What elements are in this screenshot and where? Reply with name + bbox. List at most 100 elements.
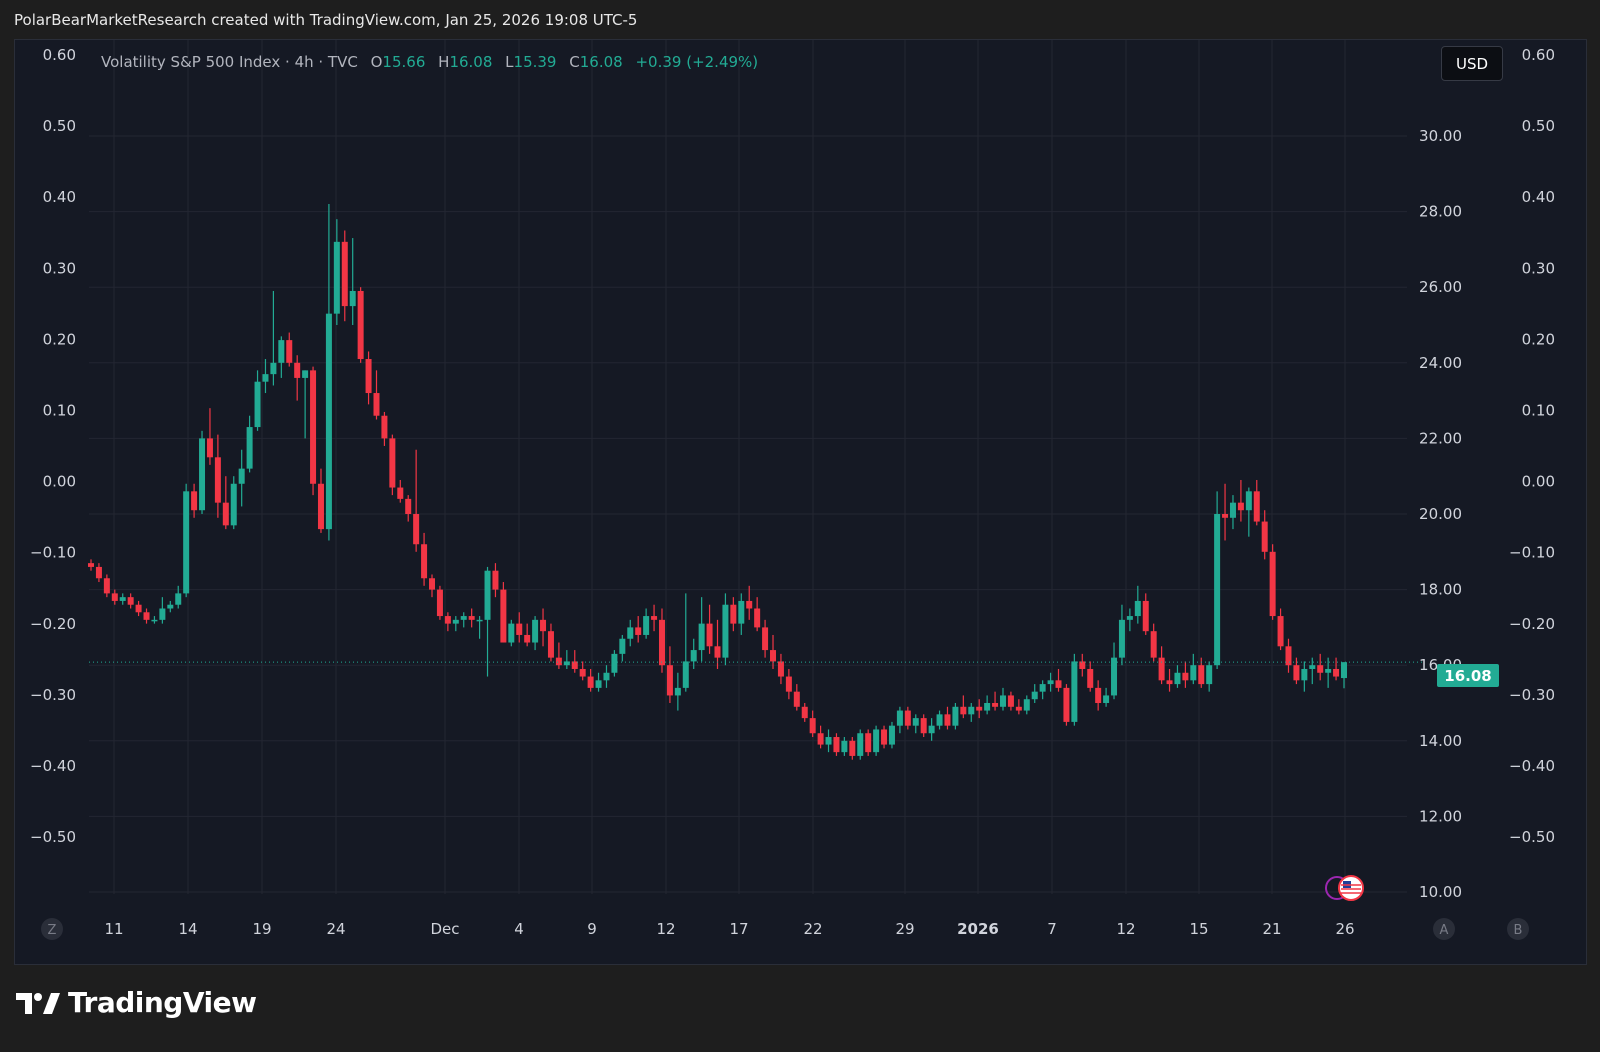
candle-body — [849, 740, 856, 756]
candle-body — [833, 737, 840, 753]
y-left-tick-label: 0.10 — [43, 402, 76, 420]
candle-body — [944, 714, 951, 726]
y-right-tick-label: 22.00 — [1419, 429, 1462, 447]
candle-body — [635, 627, 642, 635]
candle-body — [1245, 491, 1252, 511]
candle-body — [246, 427, 253, 469]
y-right-tick-label: 20.00 — [1419, 505, 1462, 523]
y-far-right-tick-label: 0.60 — [1522, 46, 1555, 64]
y-far-right-tick-label: −0.30 — [1509, 686, 1555, 704]
y-right-tick-label: 24.00 — [1419, 354, 1462, 372]
candle-body — [540, 619, 547, 632]
candle-body — [1253, 491, 1260, 522]
scale-button[interactable] — [1433, 918, 1455, 940]
x-tick-label: 2026 — [957, 920, 999, 938]
candle-body — [1222, 514, 1229, 518]
candle-body — [587, 676, 594, 688]
candle-body — [103, 578, 110, 594]
candle-body — [508, 623, 515, 643]
y-right-tick-label: 18.00 — [1419, 581, 1462, 599]
x-tick-label: 14 — [178, 920, 197, 938]
brand: TradingView — [16, 986, 257, 1019]
y-left-tick-label: 0.00 — [43, 473, 76, 491]
chart-canvas[interactable]: 30.0028.0026.0024.0022.0020.0018.0016.00… — [15, 40, 1586, 964]
candle-body — [801, 706, 808, 719]
candle-body — [1229, 502, 1236, 518]
candle-body — [333, 241, 340, 314]
candle-body — [817, 733, 824, 745]
legend-low-label: L — [505, 53, 514, 71]
candle-body — [294, 362, 301, 378]
candle-body — [95, 566, 102, 579]
y-left-tick-label: 0.30 — [43, 259, 76, 277]
y-right-tick-label: 14.00 — [1419, 732, 1462, 750]
y-left-tick-label: 0.50 — [43, 117, 76, 135]
y-far-right-tick-label: −0.10 — [1509, 544, 1555, 562]
candle-body — [754, 608, 761, 628]
candle-body — [777, 661, 784, 677]
x-tick-label: 9 — [587, 920, 597, 938]
candle-body — [1341, 662, 1347, 679]
candle-body — [1269, 551, 1276, 617]
candle-body — [1317, 665, 1324, 673]
x-tick-label: 24 — [326, 920, 345, 938]
y-left-tick-label: 0.60 — [43, 46, 76, 64]
currency-button[interactable]: USD — [1441, 46, 1503, 81]
candle-body — [785, 676, 792, 692]
candle-body — [302, 370, 309, 378]
candle-body — [135, 604, 142, 613]
x-tick-label: 29 — [895, 920, 914, 938]
scale-button-label[interactable]: Z — [48, 923, 57, 938]
candle-body — [674, 687, 681, 696]
candle-body — [1142, 600, 1149, 632]
legend-low: 15.39 — [513, 53, 557, 71]
x-tick-label: 12 — [656, 920, 675, 938]
candle-body — [999, 695, 1006, 707]
y-far-right-tick-label: 0.20 — [1522, 330, 1555, 348]
candle-body — [976, 706, 983, 711]
candle-body — [920, 718, 927, 734]
x-tick-label: 22 — [803, 920, 822, 938]
candle-body — [484, 570, 491, 620]
candle-body — [349, 290, 356, 307]
candle-body — [373, 393, 380, 416]
candle-body — [746, 600, 753, 609]
candle-body — [111, 593, 118, 601]
candle-body — [1333, 668, 1340, 677]
candle-body — [357, 290, 364, 360]
candle-body — [532, 619, 539, 643]
candle-body — [873, 729, 880, 753]
scale-button[interactable] — [41, 918, 63, 940]
y-right-tick-label: 26.00 — [1419, 278, 1462, 296]
candle-body — [928, 725, 935, 734]
chart-panel[interactable]: 30.0028.0026.0024.0022.0020.0018.0016.00… — [14, 39, 1587, 965]
candle-body — [1158, 657, 1165, 681]
candle-body — [1214, 514, 1221, 666]
y-far-right-tick-label: 0.10 — [1522, 402, 1555, 420]
scale-button-label[interactable]: A — [1440, 923, 1449, 938]
candle-body — [888, 725, 895, 745]
candle-body — [619, 638, 626, 654]
candle-body — [119, 597, 126, 601]
y-left-tick-label: 0.20 — [43, 330, 76, 348]
scale-button-label[interactable]: B — [1514, 923, 1523, 938]
candle-body — [191, 491, 198, 511]
scale-button[interactable] — [1507, 918, 1529, 940]
candle-body — [690, 650, 697, 662]
candle-body — [492, 570, 499, 590]
candle-body — [278, 340, 285, 363]
candle-body — [563, 661, 570, 666]
symbol-legend: Volatility S&P 500 Index · 4h · TVC O15.… — [101, 53, 758, 71]
candle-body — [444, 616, 451, 624]
candle-body — [238, 468, 245, 484]
x-tick-label: 15 — [1189, 920, 1208, 938]
candle-body — [793, 691, 800, 707]
candle-body — [1087, 668, 1094, 688]
candle-body — [1095, 687, 1102, 703]
y-right-tick-label: 10.00 — [1419, 883, 1462, 901]
candle-body — [952, 706, 959, 726]
legend-change: +0.39 (+2.49%) — [635, 53, 759, 71]
candle-body — [1237, 502, 1244, 511]
candle-body — [825, 737, 832, 745]
x-tick-label: 19 — [252, 920, 271, 938]
